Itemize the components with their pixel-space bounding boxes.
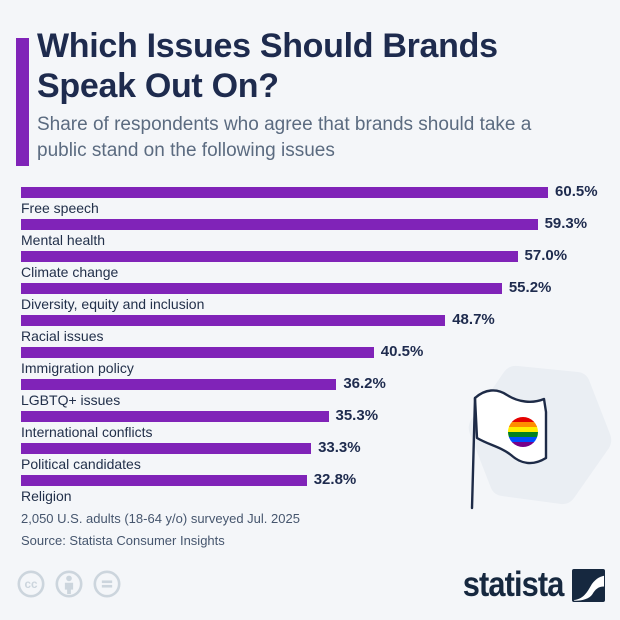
- bar-category-label: Racial issues: [21, 328, 104, 344]
- bar-value-label: 32.8%: [313, 471, 357, 488]
- equal-icon: [93, 570, 121, 598]
- survey-note: 2,050 U.S. adults (18-64 y/o) surveyed J…: [21, 511, 300, 526]
- bar-row: 60.5% Free speech: [21, 183, 609, 218]
- bar-category-label: LGBTQ+ issues: [21, 392, 121, 408]
- bar-category-label: Free speech: [21, 200, 99, 216]
- bar-line: 48.7%: [21, 311, 609, 328]
- bar-row: 57.0% Climate change: [21, 247, 609, 282]
- page-subtitle: Share of respondents who agree that bran…: [37, 114, 532, 161]
- bar-category-label: International conflicts: [21, 424, 153, 440]
- bar-chart: 60.5% Free speech 59.3% Mental health 57…: [21, 183, 609, 506]
- bar-row: 32.8% Religion: [21, 471, 609, 506]
- bar: [21, 186, 549, 198]
- flag-pole: [470, 396, 477, 510]
- bar-row: 55.2% Diversity, equity and inclusion: [21, 279, 609, 314]
- bar-value-label: 48.7%: [452, 311, 495, 328]
- bar-line: 60.5%: [21, 183, 609, 200]
- license-icons: cc: [16, 569, 122, 599]
- bar-line: 32.8%: [21, 471, 609, 488]
- bar: [21, 378, 337, 390]
- title-accent-bar: [16, 38, 29, 166]
- bar-category-label: Diversity, equity and inclusion: [21, 296, 205, 312]
- pride-flag-illustration: [468, 365, 612, 510]
- bar-category-label: Climate change: [21, 264, 119, 280]
- statista-logo-icon: [572, 568, 605, 602]
- bar-row: 35.3% International conflicts: [21, 407, 609, 442]
- bar-row: 33.3% Political candidates: [21, 439, 609, 474]
- bar: [21, 282, 502, 294]
- bar-value-label: 35.3%: [335, 407, 379, 424]
- bar-value-label: 59.3%: [544, 215, 588, 232]
- bar-value-label: 40.5%: [380, 343, 424, 360]
- bar-value-label: 60.5%: [555, 183, 598, 200]
- bar-value-label: 33.3%: [318, 439, 361, 456]
- rainbow-circle-icon: [508, 417, 538, 447]
- page-title: Which Issues Should Brands Speak Out On?: [37, 27, 498, 105]
- bar-row: 40.5% Immigration policy: [21, 343, 609, 378]
- bar-line: 55.2%: [21, 279, 609, 296]
- bar-line: 59.3%: [21, 215, 609, 232]
- bar: [21, 314, 446, 326]
- bar-line: 33.3%: [21, 439, 609, 456]
- svg-text:cc: cc: [24, 578, 38, 591]
- statista-wordmark: statista: [463, 565, 565, 604]
- bar-line: 57.0%: [21, 247, 609, 264]
- bar-value-label: 36.2%: [343, 375, 386, 392]
- bar-line: 35.3%: [21, 407, 609, 424]
- bar: [21, 474, 307, 486]
- cc-icon: cc: [17, 570, 45, 598]
- bar-value-label: 57.0%: [524, 247, 568, 264]
- bar: [21, 410, 329, 422]
- bar-row: 48.7% Racial issues: [21, 311, 609, 346]
- source-note: Source: Statista Consumer Insights: [21, 533, 225, 548]
- bar-category-label: Immigration policy: [21, 360, 134, 376]
- footer-notes: 2,050 U.S. adults (18-64 y/o) surveyed J…: [21, 508, 300, 552]
- bar: [21, 250, 518, 262]
- statista-logo: statista: [449, 565, 605, 604]
- bar-row: 59.3% Mental health: [21, 215, 609, 250]
- attribution-icon: [55, 570, 83, 598]
- bar-category-label: Mental health: [21, 232, 106, 248]
- bar: [21, 442, 312, 454]
- bar: [21, 346, 374, 358]
- bar-category-label: Political candidates: [21, 456, 141, 472]
- bar-line: 40.5%: [21, 343, 609, 360]
- bar-line: 36.2%: [21, 375, 609, 392]
- bar-value-label: 55.2%: [508, 279, 552, 296]
- bar: [21, 218, 538, 230]
- bar-category-label: Religion: [21, 488, 72, 504]
- bar-row: 36.2% LGBTQ+ issues: [21, 375, 609, 410]
